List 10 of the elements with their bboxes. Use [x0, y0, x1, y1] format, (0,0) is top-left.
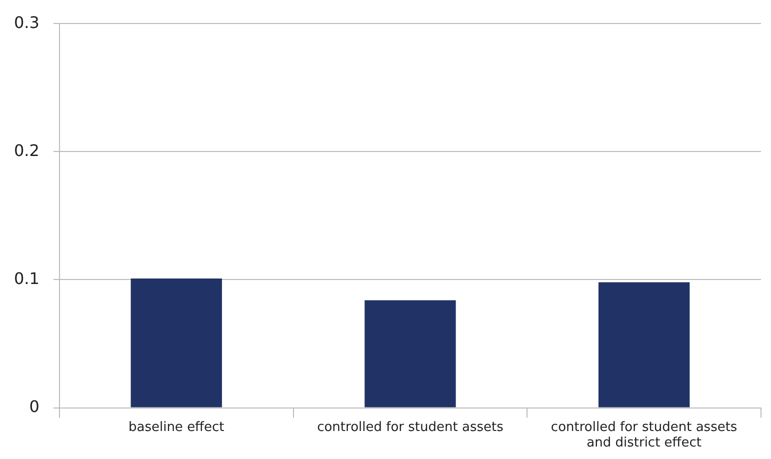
- y-tick-label: 0.3: [14, 12, 40, 32]
- bar: [364, 300, 456, 408]
- y-tick-label: 0: [29, 396, 40, 416]
- bar: [598, 282, 690, 408]
- x-tick-label: controlled for student assets: [317, 420, 504, 435]
- y-tick-label: 0.2: [14, 140, 40, 160]
- bar: [130, 278, 222, 408]
- x-tick-label: controlled for student assets and district effect: [550, 420, 738, 451]
- x-tick-label: baseline effect: [128, 420, 224, 435]
- y-tick-label: 0.1: [14, 268, 40, 288]
